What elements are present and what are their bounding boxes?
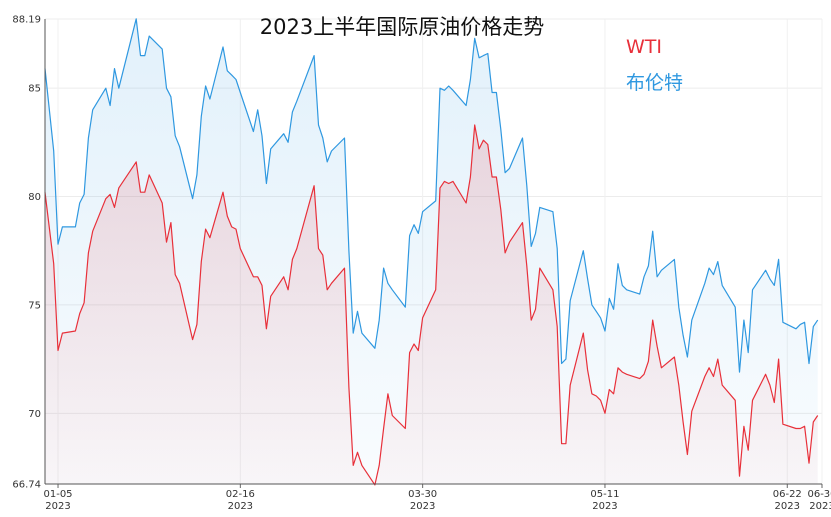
x-tick-year: 2023	[592, 501, 617, 512]
series-lines	[44, 18, 819, 486]
area-wti	[45, 125, 818, 485]
x-tick-label: 06-30	[807, 489, 831, 500]
series-line-brent	[44, 18, 819, 373]
x-axis-ticks: 01-05202302-16202303-30202305-11202306-2…	[43, 489, 831, 512]
x-tick-label: 06-22	[773, 489, 802, 500]
x-tick-label: 01-05	[43, 489, 72, 500]
y-tick-label: 75	[28, 300, 41, 311]
y-axis-ticks: 88.19 85 80 75 70 66.74	[12, 15, 41, 491]
x-tick-label: 05-11	[590, 489, 619, 500]
legend-wti: WTI	[626, 36, 662, 58]
y-tick-label: 80	[28, 192, 41, 203]
x-tick-year: 2023	[809, 501, 831, 512]
y-tick-label: 70	[28, 409, 41, 420]
legend-brent: 布伦特	[626, 72, 683, 94]
chart-title: 2023上半年国际原油价格走势	[260, 15, 544, 39]
axes	[44, 19, 823, 488]
x-tick-year: 2023	[45, 501, 70, 512]
x-tick-label: 03-30	[408, 489, 437, 500]
series-line-wti	[44, 124, 819, 486]
x-tick-year: 2023	[228, 501, 253, 512]
x-tick-year: 2023	[410, 501, 435, 512]
x-tick-label: 02-16	[226, 489, 255, 500]
y-tick-label: 88.19	[12, 15, 41, 26]
area-fills	[45, 18, 818, 485]
y-tick-label: 85	[28, 84, 41, 95]
x-tick-year: 2023	[775, 501, 800, 512]
y-tick-label: 66.74	[12, 480, 41, 491]
